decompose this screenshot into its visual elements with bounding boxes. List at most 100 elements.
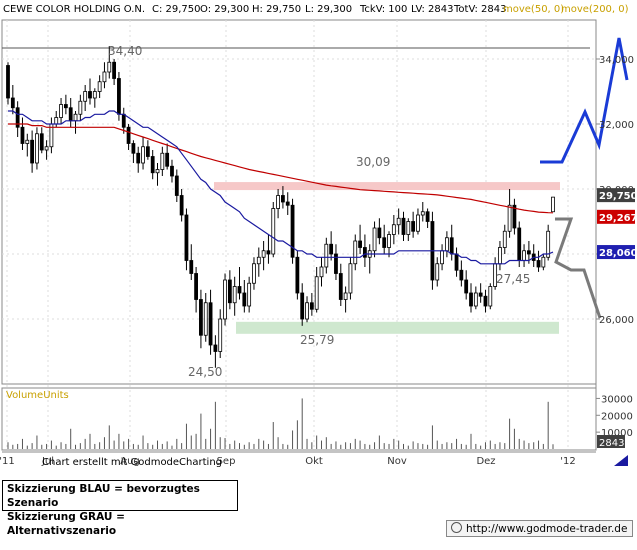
candle-body xyxy=(498,247,502,265)
site-link[interactable]: http://www.godmode-trader.de xyxy=(446,520,633,537)
volume-bars xyxy=(7,398,554,449)
candle-body xyxy=(469,292,473,307)
candle-body xyxy=(184,214,189,261)
annotation-label: 25,79 xyxy=(300,333,334,347)
scroll-right-icon[interactable] xyxy=(612,453,634,467)
moving-averages xyxy=(8,110,554,265)
candle-body xyxy=(261,250,266,258)
candle-body xyxy=(276,195,280,209)
header-ma200: move(200, 0) xyxy=(561,4,629,15)
annotation-label: 34,40 xyxy=(108,44,142,58)
candle-body xyxy=(232,286,237,304)
candle-body xyxy=(411,221,416,232)
candle-body xyxy=(189,260,194,274)
x-tick-label: '12 xyxy=(560,456,575,467)
ma50-line xyxy=(8,110,554,265)
header-close: C: 29,750 xyxy=(152,4,201,15)
candle-body xyxy=(358,240,362,248)
x-tick-label: '11 xyxy=(0,456,15,467)
candle-body xyxy=(271,208,276,255)
volume-last-bg xyxy=(597,435,625,448)
scenario-legend: Skizzierung BLAU = bevorzugtes Szenario … xyxy=(2,480,238,537)
header-totalvolume: TotV: 2843 xyxy=(453,4,506,15)
candle-body xyxy=(256,256,261,265)
candle-body xyxy=(305,302,309,320)
candle-body xyxy=(348,263,353,294)
candle-body xyxy=(314,276,319,310)
candle-body xyxy=(290,204,295,258)
credit-text: Chart erstellt mit GodmodeCharting xyxy=(42,457,222,468)
candle-body xyxy=(343,292,348,300)
candle-body xyxy=(526,250,531,255)
candle-body xyxy=(170,165,174,177)
header-symbol: CEWE COLOR HOLDING O.N. xyxy=(3,4,145,15)
candle-body xyxy=(522,250,526,261)
candle-body xyxy=(112,61,117,79)
candle-body xyxy=(449,237,454,255)
candle-body xyxy=(174,175,179,196)
candle-body xyxy=(83,91,88,102)
candle-body xyxy=(242,292,247,307)
candle-body xyxy=(396,217,401,226)
candle-body xyxy=(338,273,343,300)
candle-body xyxy=(382,237,387,248)
candle-body xyxy=(68,107,73,122)
ma200-line xyxy=(8,123,554,214)
candle-body xyxy=(131,143,136,154)
candle-body xyxy=(300,292,305,320)
x-tick-label: Okt xyxy=(305,456,323,467)
candle-body xyxy=(502,230,507,248)
support-zone xyxy=(236,321,559,334)
annotations: 34,40 30,09 25,79 24,50 27,45 xyxy=(108,44,530,379)
header-bar xyxy=(0,0,637,18)
ma200-price-label-bg xyxy=(597,209,635,224)
candle-body xyxy=(285,201,290,206)
candle-body xyxy=(145,146,150,157)
annotation-label: 30,09 xyxy=(356,155,390,169)
candle-body xyxy=(208,302,213,346)
candle-body xyxy=(353,240,358,265)
volume-tick-label: 10000 xyxy=(601,428,633,439)
globe-icon xyxy=(451,522,462,533)
candle-body xyxy=(391,224,396,235)
volume-last-label: 2843 xyxy=(599,438,624,449)
candle-body xyxy=(6,65,10,99)
candle-body xyxy=(121,113,126,128)
header-tickvolume: TckV: 100 xyxy=(359,4,407,15)
candle-body xyxy=(15,107,20,128)
candle-body xyxy=(218,318,223,352)
candle-body xyxy=(88,91,92,99)
candle-body xyxy=(440,250,444,265)
candle-body xyxy=(237,286,242,294)
candle-body xyxy=(319,266,324,278)
candle-body xyxy=(416,214,420,232)
candle-body xyxy=(324,243,329,268)
candle-body xyxy=(372,227,377,252)
annotation-label: 27,45 xyxy=(496,272,530,286)
y-tick-label: 32,000 xyxy=(599,120,634,131)
header-high: H: 29,750 xyxy=(252,4,301,15)
candle-body xyxy=(512,204,517,229)
header-lastvolume: LV: 2843 xyxy=(411,4,454,15)
candle-body xyxy=(507,204,512,232)
scenario-gray-path xyxy=(554,217,602,319)
candle-body xyxy=(223,279,227,320)
volume-panel xyxy=(1,387,597,451)
y-tick-label: 26,000 xyxy=(599,315,634,326)
candle-body xyxy=(387,234,391,248)
candle-body xyxy=(454,253,459,271)
candle-body xyxy=(334,253,338,274)
candle-body xyxy=(92,91,97,99)
candle-body xyxy=(377,227,382,239)
candle-body xyxy=(10,97,15,109)
zones xyxy=(214,182,560,334)
candle-body xyxy=(406,221,411,235)
candle-body xyxy=(199,299,203,336)
candle-body xyxy=(165,152,170,167)
candle-body xyxy=(78,100,83,115)
x-tick-label: Nov xyxy=(387,456,407,467)
candle-body xyxy=(117,78,121,115)
volume-tick-label: 30000 xyxy=(601,394,633,405)
header-ma50: move(50, 0) xyxy=(503,4,564,15)
legend-gray: Skizzierung GRAU = Alternativszenario xyxy=(7,511,125,537)
